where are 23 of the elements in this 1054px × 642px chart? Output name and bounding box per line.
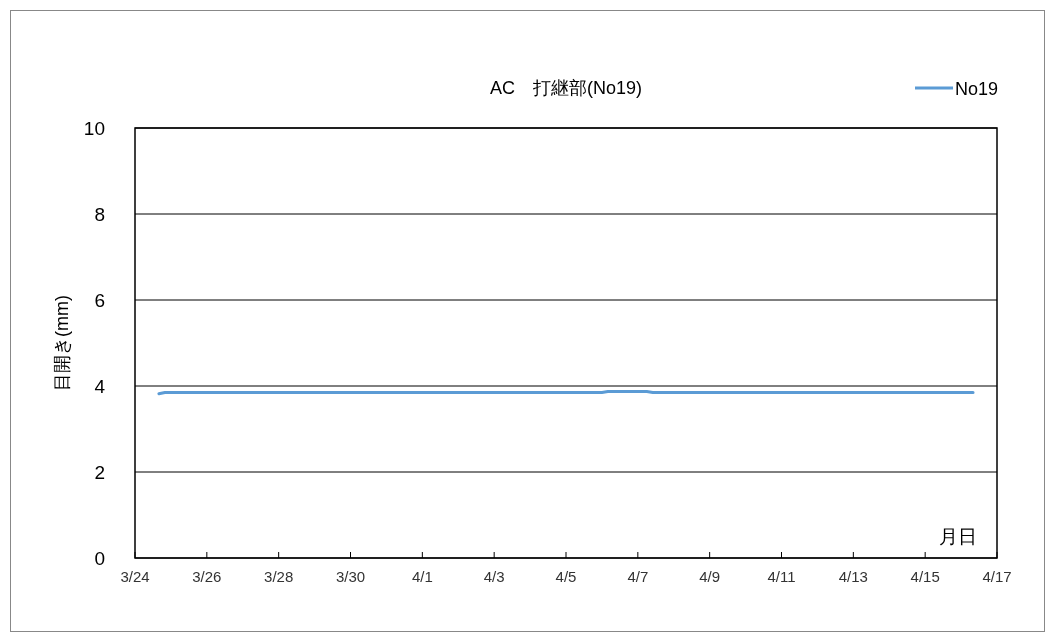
x-tick-label: 4/5 [555, 568, 577, 585]
x-tick-label: 3/26 [192, 568, 222, 585]
x-tick-label: 4/11 [767, 568, 796, 585]
x-tick-label: 4/7 [627, 568, 649, 585]
x-tick-label: 4/15 [910, 568, 940, 585]
x-tick-label: 4/9 [699, 568, 721, 585]
y-tick-label: 10 [83, 118, 105, 139]
y-tick-label: 2 [94, 462, 105, 483]
x-tick-label: 4/1 [411, 568, 433, 585]
y-tick-label: 4 [94, 376, 106, 397]
legend-label: No19 [955, 79, 999, 99]
x-tick-label: 4/3 [483, 568, 505, 585]
y-tick-label: 6 [94, 290, 105, 311]
chart-title: AC 打継部(No19) [489, 78, 643, 98]
y-tick-label: 8 [94, 204, 105, 225]
x-tick-label: 3/30 [335, 568, 366, 585]
x-tick-label: 4/17 [982, 568, 1012, 585]
x-tick-label: 4/13 [838, 568, 868, 585]
x-tick-label: 3/24 [120, 568, 150, 585]
y-tick-label: 0 [94, 548, 105, 569]
y-axis-title: 目開き(mm) [52, 295, 72, 391]
x-tick-label: 3/28 [264, 568, 294, 585]
x-axis-title: 月日 [939, 526, 977, 547]
